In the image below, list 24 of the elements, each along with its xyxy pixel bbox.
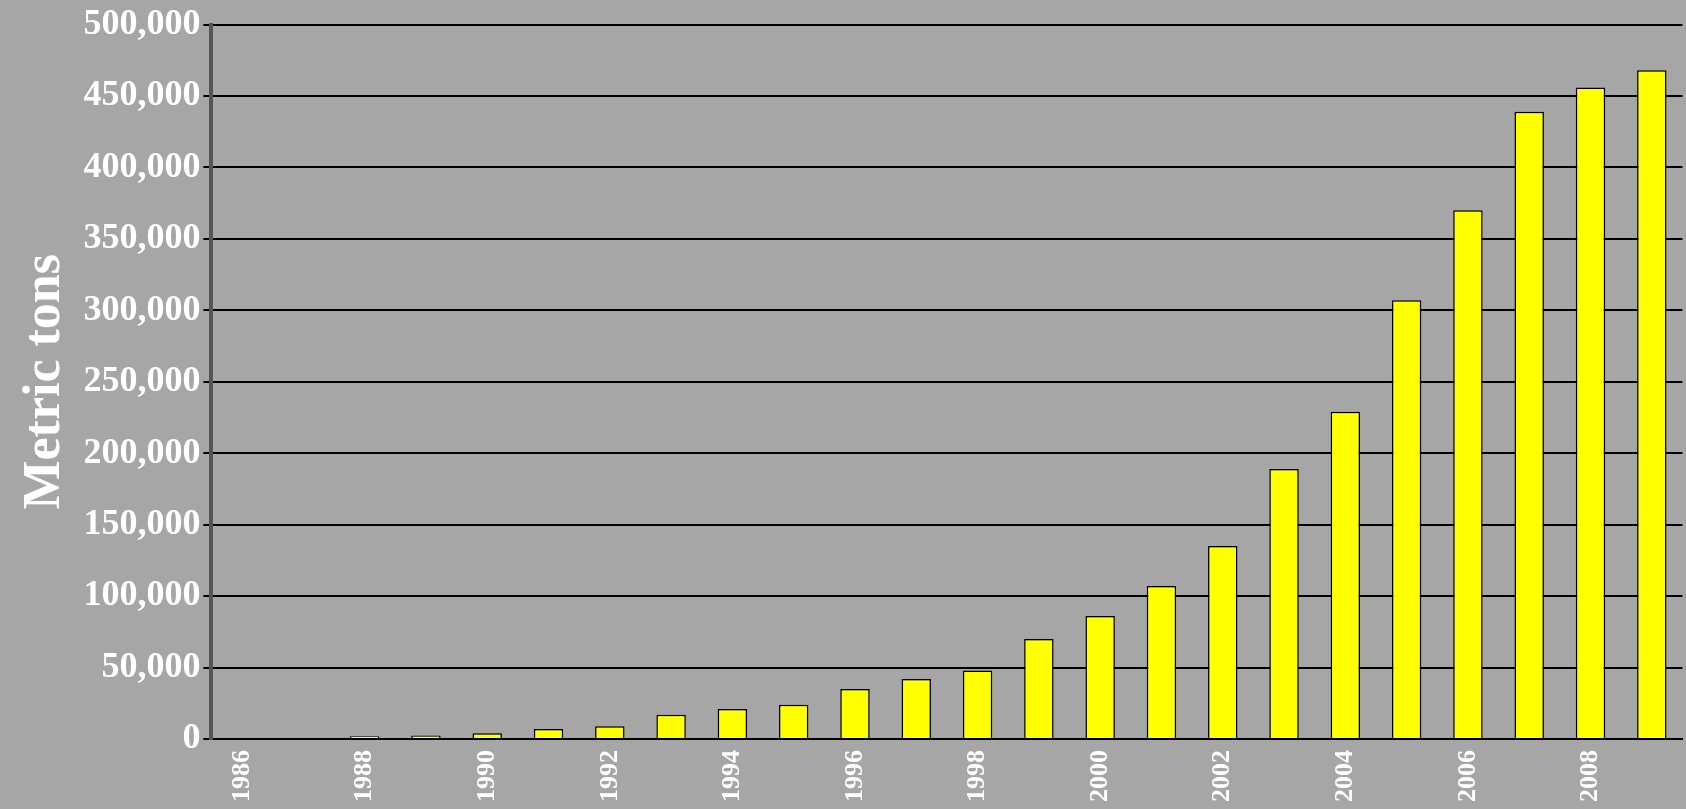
x-tick-label: 2006 [1451, 750, 1481, 802]
x-tick-label: 2002 [1206, 750, 1236, 802]
x-tick-label: 1998 [961, 750, 991, 802]
x-tick-label: 2008 [1574, 750, 1604, 802]
y-tick-label: 400,000 [83, 144, 201, 185]
y-tick-label: 300,000 [83, 287, 201, 328]
y-tick-label: 200,000 [83, 430, 201, 471]
x-tick-label: 1994 [716, 750, 746, 802]
x-tick-label: 1986 [225, 750, 255, 802]
y-tick-label: 350,000 [83, 216, 201, 257]
x-tick-label: 1996 [838, 750, 868, 802]
x-tick-label: 2000 [1083, 750, 1113, 802]
y-tick-label: 150,000 [83, 501, 201, 542]
y-tick-label: 0 [182, 716, 201, 757]
y-tick-label: 450,000 [83, 73, 201, 114]
x-tick-label: 1990 [470, 750, 500, 802]
x-tick-label: 1988 [348, 750, 378, 802]
y-tick-label: 250,000 [83, 359, 201, 400]
y-axis-title: Metric tons [12, 254, 70, 510]
y-tick-label: 500,000 [83, 1, 201, 42]
y-tick-label: 50,000 [101, 644, 201, 685]
y-tick-label: 100,000 [83, 573, 201, 614]
x-tick-label: 1992 [593, 750, 623, 802]
x-tick-label: 2004 [1329, 750, 1359, 802]
